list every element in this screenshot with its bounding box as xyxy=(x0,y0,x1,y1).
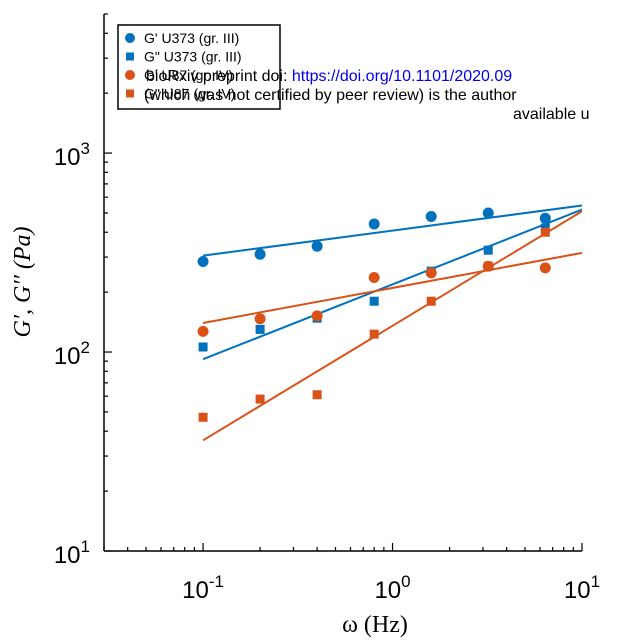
data-point-square xyxy=(255,324,265,334)
legend-box xyxy=(117,24,281,110)
fit-lines xyxy=(202,204,583,442)
data-point-square xyxy=(312,390,322,400)
legend-marker-circle xyxy=(125,33,135,43)
legend-entry: G' U373 (gr. III) xyxy=(144,30,239,46)
data-point-square xyxy=(198,412,208,422)
legend-entry: G" U87 (gr. IV) xyxy=(144,86,235,102)
data-points xyxy=(197,207,551,422)
x-tick-label: 101 xyxy=(564,572,600,604)
x-tick-base: 10 xyxy=(374,577,401,604)
y-tick-base: 10 xyxy=(54,343,81,370)
data-point-circle xyxy=(425,210,437,222)
data-point-square xyxy=(483,245,493,255)
x-tick-base: 10 xyxy=(182,577,209,604)
data-point-square xyxy=(540,227,550,237)
data-point-circle xyxy=(368,218,380,230)
data-point-circle xyxy=(425,267,437,279)
watermark-line-3: available u xyxy=(513,106,590,123)
legend-marker-circle xyxy=(125,70,135,80)
x-axis-label: ω (Hz) xyxy=(342,612,408,638)
data-point-circle xyxy=(539,212,551,224)
fit-line xyxy=(202,208,583,361)
legend-marker-square xyxy=(126,52,134,61)
data-point-square xyxy=(198,342,208,352)
data-point-square xyxy=(426,296,436,306)
x-tick-exponent: 0 xyxy=(401,572,410,591)
data-point-square xyxy=(369,329,379,339)
data-point-circle xyxy=(197,325,209,337)
x-tick-label: 10-1 xyxy=(182,572,224,604)
fit-line xyxy=(202,210,583,442)
legend: G' U373 (gr. III) G" U373 (gr. III) G' U87… xyxy=(117,24,281,110)
fit-line xyxy=(202,204,583,257)
data-point-circle xyxy=(254,313,266,325)
data-point-circle xyxy=(311,310,323,322)
x-tick-base: 10 xyxy=(564,577,591,604)
legend-entry: G" U373 (gr. III) xyxy=(144,49,242,65)
y-tick-base: 10 xyxy=(54,144,81,171)
watermark-prefix: bioRxiv preprint doi: xyxy=(146,68,292,85)
y-tick-label: 103 xyxy=(54,139,90,171)
y-tick-exponent: 2 xyxy=(81,338,90,357)
data-point-circle xyxy=(482,207,494,219)
axis-labels: ω (Hz) G′, G′′ (Pa) xyxy=(10,226,408,638)
watermark-line-1: bioRxiv preprint doi: https://doi.org/10… xyxy=(146,69,512,85)
legend-marker-square xyxy=(126,89,134,98)
y-axis-label: G′, G′′ (Pa) xyxy=(10,226,36,337)
x-tick-label: 100 xyxy=(374,572,410,604)
data-point-circle xyxy=(197,256,209,268)
data-point-circle xyxy=(539,262,551,274)
data-point-circle xyxy=(368,271,380,283)
y-tick-exponent: 3 xyxy=(81,139,90,158)
watermark-line-2: (which was not certified by peer review)… xyxy=(144,87,517,104)
y-tick-label: 101 xyxy=(54,537,90,569)
data-point-circle xyxy=(254,248,266,260)
data-point-square xyxy=(255,394,265,404)
watermark-doi-link[interactable]: https://doi.org/10.1101/2020.09 xyxy=(291,68,513,85)
data-point-circle xyxy=(311,240,323,252)
y-tick-exponent: 1 xyxy=(81,537,90,556)
x-tick-exponent: 1 xyxy=(591,572,600,591)
y-tick-base: 10 xyxy=(54,542,81,569)
y-tick-label: 102 xyxy=(54,338,90,370)
data-point-square xyxy=(483,261,493,271)
fit-line xyxy=(202,251,583,324)
x-tick-exponent: -1 xyxy=(209,572,224,591)
legend-entry: G' U87 (gr. IV) xyxy=(144,67,233,83)
data-point-square xyxy=(369,296,379,306)
